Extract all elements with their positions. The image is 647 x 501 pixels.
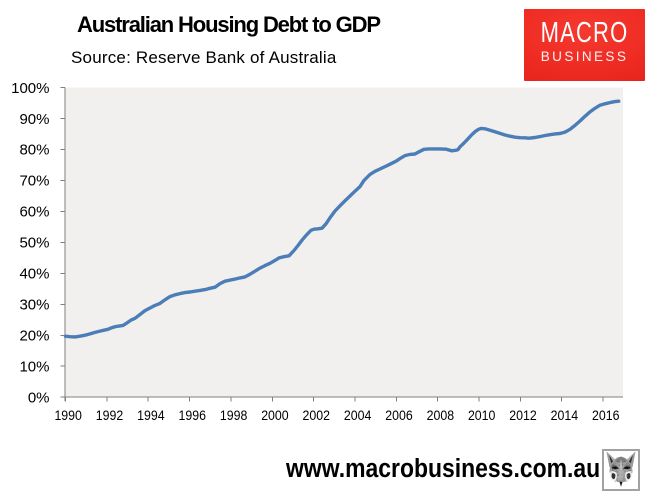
svg-text:70%: 70% bbox=[19, 173, 49, 190]
svg-text:30%: 30% bbox=[19, 297, 49, 314]
svg-text:1990: 1990 bbox=[54, 408, 82, 423]
svg-text:1994: 1994 bbox=[137, 408, 165, 423]
svg-text:50%: 50% bbox=[19, 235, 49, 252]
svg-text:40%: 40% bbox=[19, 266, 49, 283]
svg-text:80%: 80% bbox=[19, 142, 49, 159]
svg-text:0%: 0% bbox=[28, 390, 50, 407]
svg-text:2002: 2002 bbox=[303, 408, 331, 423]
svg-text:100%: 100% bbox=[11, 80, 49, 97]
svg-text:60%: 60% bbox=[19, 204, 49, 221]
svg-text:2006: 2006 bbox=[385, 408, 413, 423]
svg-text:1998: 1998 bbox=[220, 408, 248, 423]
svg-text:2012: 2012 bbox=[509, 408, 537, 423]
svg-text:2010: 2010 bbox=[468, 408, 496, 423]
svg-text:20%: 20% bbox=[19, 328, 49, 345]
svg-text:2000: 2000 bbox=[261, 408, 289, 423]
svg-text:10%: 10% bbox=[19, 359, 49, 376]
svg-text:1996: 1996 bbox=[179, 408, 207, 423]
svg-text:2008: 2008 bbox=[427, 408, 455, 423]
svg-text:2016: 2016 bbox=[592, 408, 620, 423]
svg-text:2014: 2014 bbox=[551, 408, 579, 423]
svg-text:1992: 1992 bbox=[96, 408, 124, 423]
svg-text:2004: 2004 bbox=[344, 408, 372, 423]
svg-text:90%: 90% bbox=[19, 111, 49, 128]
